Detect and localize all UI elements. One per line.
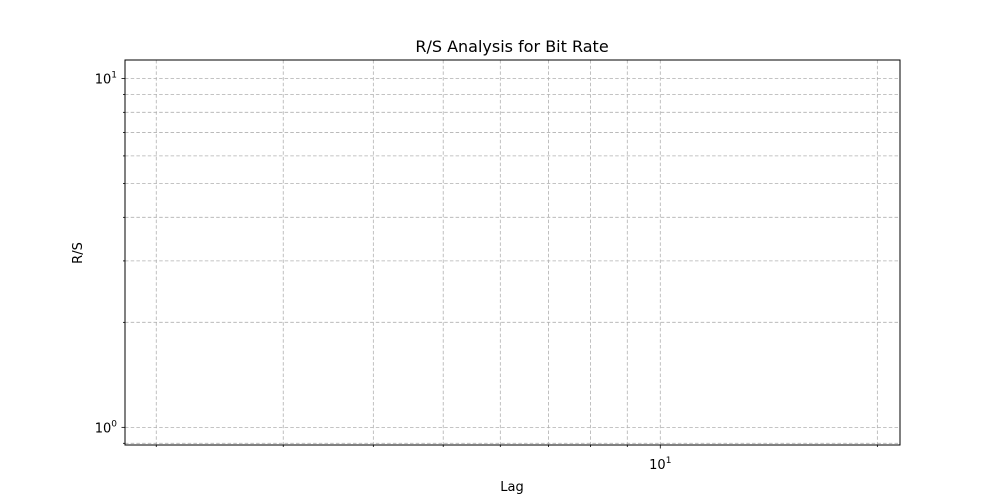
y-tick-label: 101 — [95, 71, 117, 88]
y-axis-label: R/S — [71, 242, 86, 264]
grid-lines — [125, 60, 900, 445]
plot-area — [125, 60, 900, 445]
chart-title: R/S Analysis for Bit Rate — [415, 37, 608, 56]
x-axis-label: Lag — [500, 480, 523, 495]
y-tick-label: 100 — [95, 419, 118, 436]
plot-frame — [124, 59, 901, 446]
axis-ticks: 101 100 101 — [95, 71, 878, 473]
x-tick-label: 101 — [649, 456, 671, 473]
